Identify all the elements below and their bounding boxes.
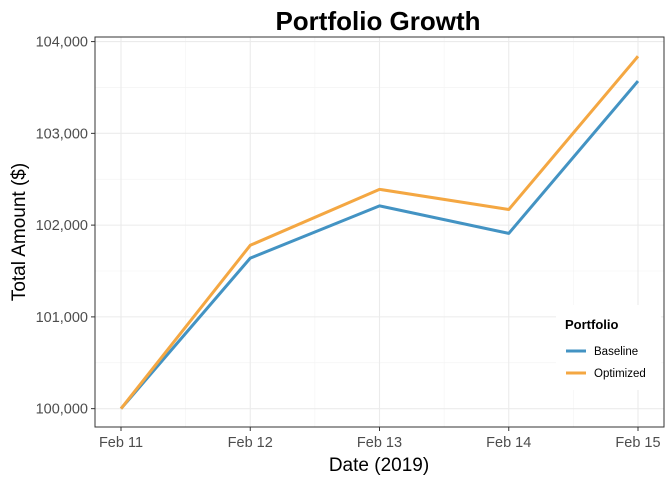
legend-title: Portfolio	[565, 317, 618, 332]
x-axis: Feb 11 Feb 12 Feb 13 Feb 14 Feb 15	[99, 427, 661, 451]
x-tick-label: Feb 14	[486, 435, 531, 451]
x-tick-label: Feb 13	[357, 435, 402, 451]
legend-label-optimized: Optimized	[594, 368, 646, 380]
legend-label-baseline: Baseline	[594, 346, 638, 358]
y-tick-label: 102,000	[36, 218, 88, 234]
y-tick-label: 100,000	[36, 402, 88, 418]
y-tick-label: 101,000	[36, 310, 88, 326]
chart-title: Portfolio Growth	[275, 6, 480, 36]
y-axis-title: Total Amount ($)	[9, 163, 30, 301]
x-tick-label: Feb 12	[228, 435, 273, 451]
y-tick-label: 103,000	[36, 126, 88, 142]
y-tick-label: 104,000	[36, 35, 88, 51]
x-tick-label: Feb 11	[99, 435, 143, 451]
legend: Portfolio Baseline Optimized	[556, 305, 661, 390]
series-lines	[119, 55, 640, 410]
major-gridlines	[95, 37, 664, 427]
series-line-baseline	[119, 80, 640, 410]
legend-box	[556, 305, 661, 390]
y-axis: 100,000 101,000 102,000 103,000 104,000	[36, 35, 95, 418]
x-tick-label: Feb 15	[615, 435, 660, 451]
legend-entries: Baseline Optimized	[566, 346, 646, 380]
series-line-optimized	[119, 55, 640, 410]
x-axis-title: Date (2019)	[329, 455, 429, 476]
